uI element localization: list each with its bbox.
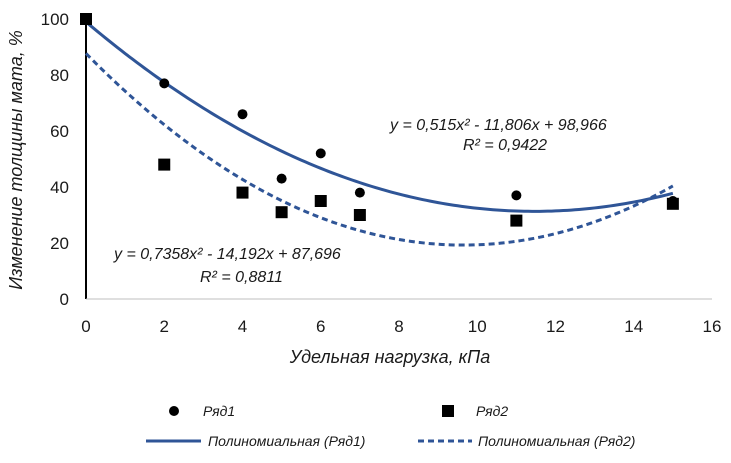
y-axis-title: Изменение толщины мата, % [6,30,26,289]
legend: Ряд1 Ряд2 Полиномиальная (Ряд1) Полиноми… [146,403,635,449]
series-2-point-0 [80,13,92,25]
x-tick-label-0: 0 [81,317,90,336]
legend-label-trendline-1: Полиномиальная (Ряд1) [208,433,365,449]
y-tick-label-4: 80 [50,66,69,85]
y-tick-label-0: 0 [60,290,69,309]
x-tick-label-7: 14 [624,317,643,336]
series-2-point-1 [158,158,171,171]
trendline-2 [84,52,674,247]
series-1-point-2 [237,109,248,120]
series-1-point-6 [511,190,522,201]
y-tick-label-1: 20 [50,234,69,253]
series-2-point-3 [275,206,288,219]
trendline-2-equation: y = 0,7358x² - 14,192x + 87,696 [113,246,341,263]
x-tick-label-6: 12 [546,317,565,336]
x-tick-label-4: 8 [394,317,403,336]
series-1-point-3 [276,173,287,184]
x-tick-label-8: 16 [703,317,722,336]
legend-marker-series-2 [442,405,454,417]
series-1-point-5 [354,187,365,198]
trendline-1 [85,20,674,213]
legend-marker-series-1 [169,406,179,416]
x-tick-label-5: 10 [468,317,487,336]
series-2-point-4 [314,195,327,207]
legend-label-trendline-2: Полиномиальная (Ряд2) [478,433,635,449]
series-2-point-5 [353,209,366,221]
x-tick-label-2: 4 [238,317,247,336]
plot-area: 0 2 4 6 8 10 12 14 16 0 20 40 60 80 100 [41,10,722,336]
trendline-2-r2: R² = 0,8811 [200,269,283,286]
series-2-point-7 [666,197,679,210]
series-2-point-6 [510,214,523,227]
x-tick-label-3: 6 [316,317,325,336]
series-2-point-2 [236,186,249,199]
series-1-point-4 [315,148,326,159]
series-1-point-1 [159,78,170,89]
trendline-1-equation: y = 0,515x² - 11,806x + 98,966 [389,117,607,134]
x-tick-label-1: 2 [160,317,169,336]
x-axis-title: Удельная нагрузка, кПа [289,347,490,367]
legend-label-series-1: Ряд1 [203,403,235,419]
y-tick-label-3: 60 [50,122,69,141]
y-tick-label-5: 100 [41,10,69,29]
y-tick-label-2: 40 [50,178,69,197]
trendline-1-r2: R² = 0,9422 [463,137,547,154]
legend-label-series-2: Ряд2 [476,403,508,419]
